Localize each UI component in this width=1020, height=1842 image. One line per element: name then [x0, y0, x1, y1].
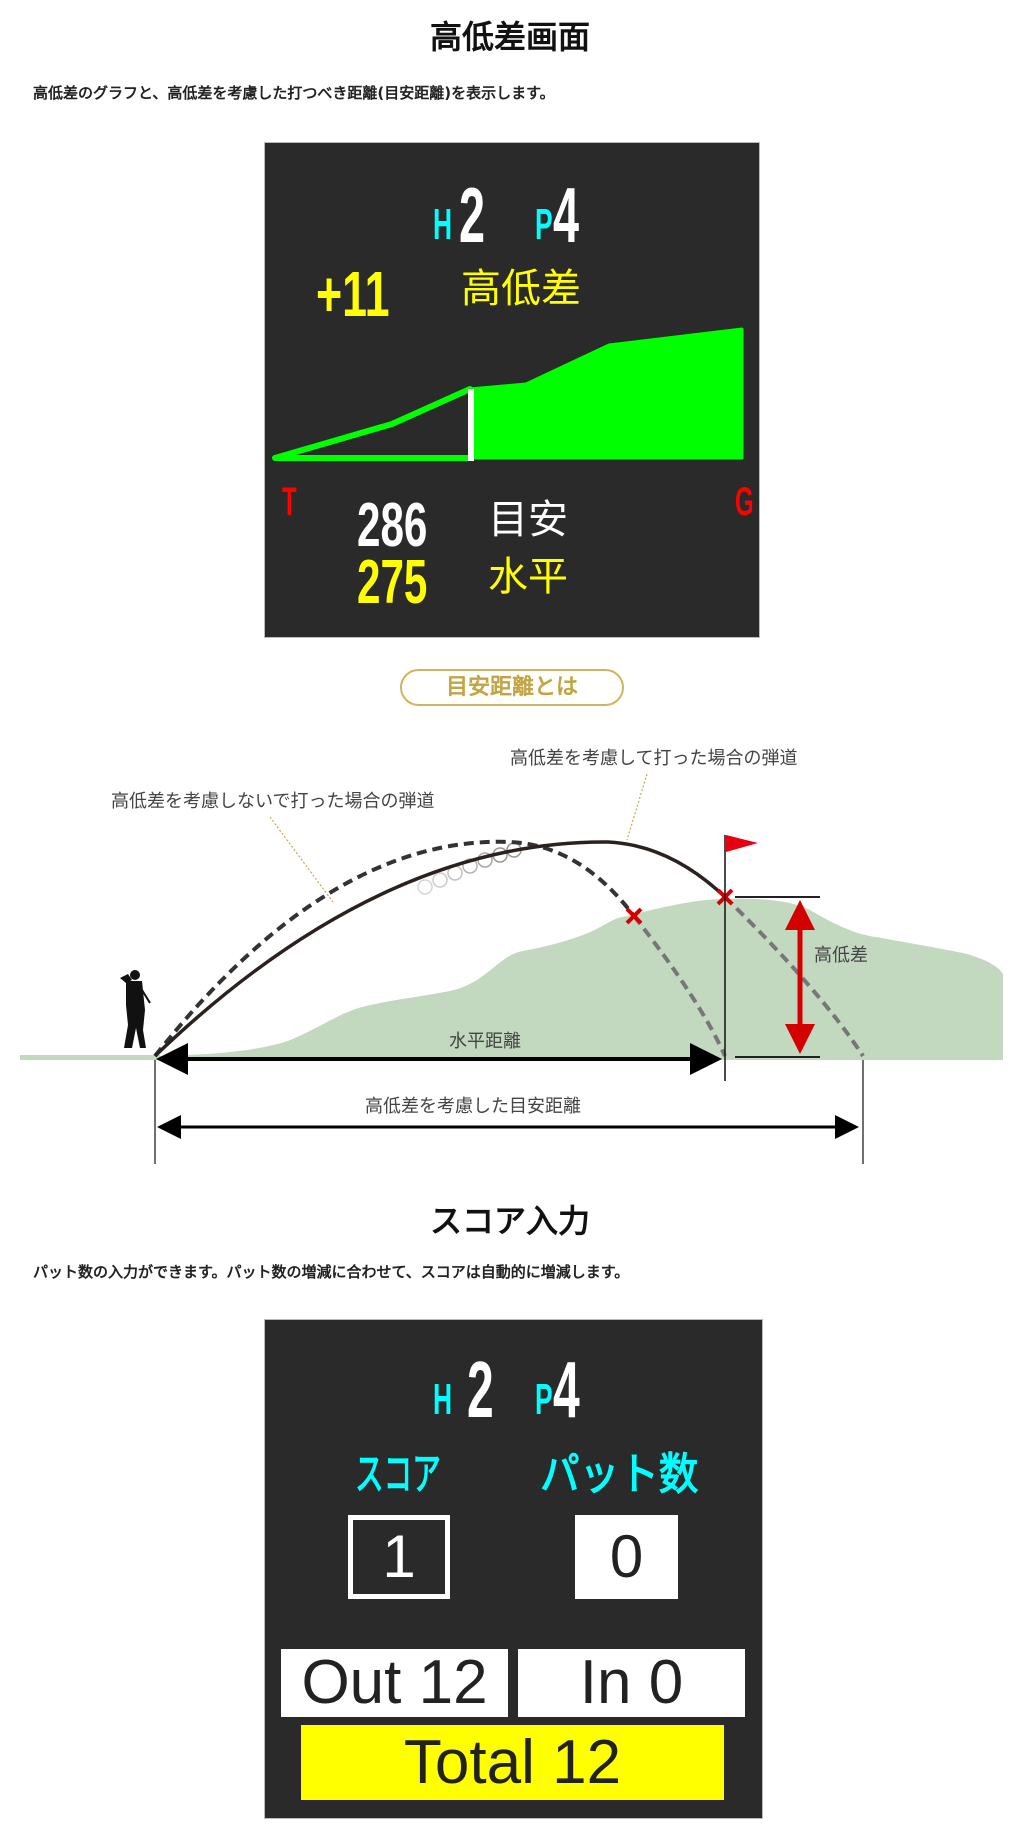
section-description-score: パット数の入力ができます。パット数の増減に合わせて、スコアは自動的に増減します。	[33, 1263, 630, 1281]
flag-icon	[726, 835, 758, 852]
golfer-icon	[120, 970, 151, 1048]
hole-prefix: H	[433, 200, 453, 249]
target-distance-info-button[interactable]: 目安距離とは	[400, 669, 624, 706]
putts-value-field[interactable]: 0	[575, 1515, 678, 1599]
target-distance: 286	[357, 491, 428, 560]
trajectory-with-elevation	[153, 840, 727, 1058]
par-prefix: P	[535, 200, 553, 249]
elevation-profile-graph	[272, 327, 744, 461]
score-label: スコア	[355, 1450, 441, 1499]
in-total: In 0	[518, 1649, 745, 1717]
section-title-elevation: 高低差画面	[429, 18, 590, 56]
score-value-field[interactable]: 1	[348, 1515, 450, 1599]
horizontal-distance: 275	[357, 548, 428, 617]
ground-strip	[20, 1055, 160, 1060]
hole-number: 2	[467, 1345, 494, 1434]
hill	[150, 898, 1003, 1060]
trajectory-diagram	[20, 773, 1003, 1164]
grand-total: Total 12	[301, 1725, 724, 1800]
label-trajectory-with-elevation: 高低差を考慮して打った場合の弾道	[510, 748, 798, 769]
green-marker: G	[735, 480, 754, 524]
out-total: Out 12	[281, 1649, 508, 1717]
label-horizontal-distance: 水平距離	[449, 1031, 521, 1052]
horizontal-distance-label: 水平	[488, 555, 568, 599]
section-title-score: スコア入力	[429, 1202, 590, 1240]
par-prefix: P	[535, 1375, 553, 1424]
elevation-label: 高低差	[461, 267, 581, 311]
trajectory-without-elevation	[153, 839, 636, 1058]
hole-prefix: H	[433, 1375, 453, 1424]
putts-label: パット数	[540, 1450, 699, 1499]
profile-outline-behind	[272, 386, 473, 461]
label-trajectory-without-elevation: 高低差を考慮しないで打った場合の弾道	[111, 791, 435, 812]
hole-number: 2	[459, 171, 486, 259]
elevation-value: +11	[316, 258, 390, 330]
par-number: 4	[553, 1345, 580, 1434]
label-target-distance: 高低差を考慮した目安距離	[365, 1096, 581, 1117]
tee-marker: T	[282, 480, 297, 524]
par-number: 4	[553, 171, 580, 259]
target-distance-label: 目安	[488, 498, 568, 542]
section-description-elevation: 高低差のグラフと、高低差を考慮した打つべき距離(目安距離)を表示します。	[33, 84, 555, 102]
landing-x-icon	[625, 907, 643, 925]
label-elevation: 高低差	[814, 945, 868, 966]
